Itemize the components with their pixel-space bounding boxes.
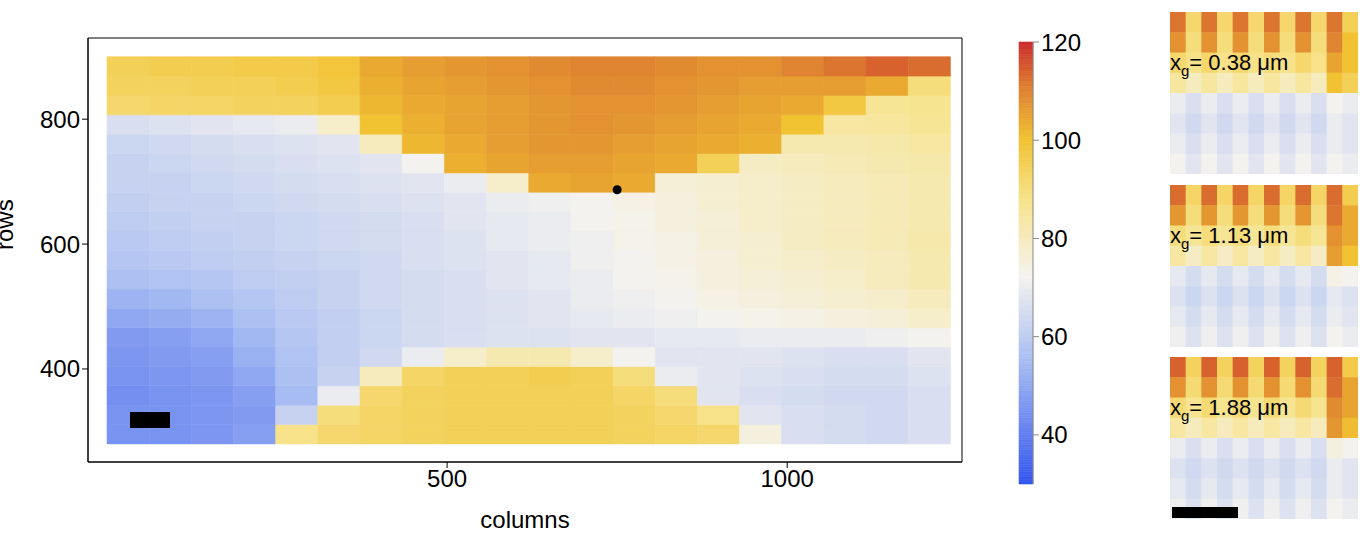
svg-text:800: 800: [40, 106, 80, 133]
svg-text:xg= 1.88 μm: xg= 1.88 μm: [1170, 395, 1288, 424]
svg-text:40: 40: [1041, 421, 1068, 448]
svg-text:120: 120: [1041, 29, 1081, 56]
svg-text:80: 80: [1041, 225, 1068, 252]
svg-text:rows: rows: [8, 199, 18, 250]
svg-text:60: 60: [1041, 323, 1068, 350]
svg-text:500: 500: [427, 465, 467, 492]
svg-text:600: 600: [40, 231, 80, 258]
svg-text:xg= 0.38 μm: xg= 0.38 μm: [1170, 50, 1288, 79]
svg-text:400: 400: [40, 355, 80, 382]
svg-text:1000: 1000: [761, 465, 814, 492]
svg-text:xg= 1.13 μm: xg= 1.13 μm: [1170, 223, 1288, 252]
svg-text:columns: columns: [480, 506, 569, 533]
svg-text:100: 100: [1041, 127, 1081, 154]
